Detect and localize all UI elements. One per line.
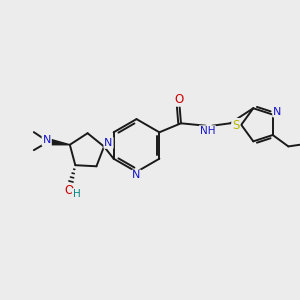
Polygon shape	[48, 139, 70, 145]
Text: O: O	[65, 184, 74, 197]
Text: N: N	[132, 170, 141, 181]
Text: N: N	[104, 138, 113, 148]
Text: N: N	[273, 106, 281, 117]
Text: S: S	[232, 119, 240, 132]
Text: O: O	[175, 93, 184, 106]
Text: NH: NH	[200, 126, 215, 136]
Text: H: H	[73, 189, 80, 199]
Text: N: N	[43, 135, 51, 145]
